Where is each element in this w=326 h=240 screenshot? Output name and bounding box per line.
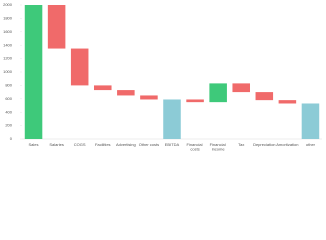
bar: [94, 85, 112, 91]
bar: [186, 99, 204, 103]
x-tick-label: Sales: [29, 142, 39, 147]
label-line: Financial: [187, 142, 204, 147]
x-tick-label: COGS: [74, 142, 86, 147]
x-tick-label: Financial costs: [187, 142, 204, 152]
y-tick-label: 1800: [3, 15, 13, 20]
bar: [163, 99, 181, 139]
x-tick-label: other: [306, 142, 316, 147]
x-tick-label: EBITDA: [165, 142, 180, 147]
y-tick-label: 1600: [3, 29, 13, 34]
bar: [117, 90, 135, 96]
x-tick-label: Tax: [238, 142, 244, 147]
bar: [209, 83, 227, 103]
y-tick-label: 1000: [3, 69, 13, 74]
x-tick-label: Other costs: [139, 142, 159, 147]
y-tick-label: 800: [5, 82, 12, 87]
y-tick-label: 600: [5, 96, 12, 101]
chart: 0 200 400 600 800 1000 1200 1400 1600 1800 2000 Sal…: [3, 2, 322, 152]
bar: [47, 5, 66, 49]
x-tick-label: Advertising: [116, 142, 136, 147]
bar: [301, 103, 320, 139]
y-tick-label: 400: [5, 109, 12, 114]
y-tick-label: 1400: [3, 42, 13, 47]
label-line: costs: [190, 147, 199, 152]
label-line: Financial: [210, 142, 227, 147]
x-tick-label: Depreciation: [253, 142, 275, 147]
bar: [140, 95, 158, 100]
x-tick-label: Facilities: [95, 142, 111, 147]
bar: [255, 92, 274, 101]
y-tick-label: 200: [5, 123, 12, 128]
bar: [232, 83, 250, 93]
y-tick-label: 1200: [3, 56, 13, 61]
page: 0 200 400 600 800 1000 1200 1400 1600 1800 2000 Sal…: [3, 2, 322, 152]
bar: [278, 100, 297, 104]
bar: [24, 5, 43, 139]
y-tick-label: 2000: [3, 2, 13, 7]
x-tick-label: Financial income: [210, 142, 227, 152]
bar: [70, 48, 89, 86]
label-line: income: [212, 147, 226, 152]
x-tick-label: Amortization: [276, 142, 298, 147]
y-tick-label: 0: [10, 136, 13, 141]
x-tick-label: Salaries: [49, 142, 63, 147]
